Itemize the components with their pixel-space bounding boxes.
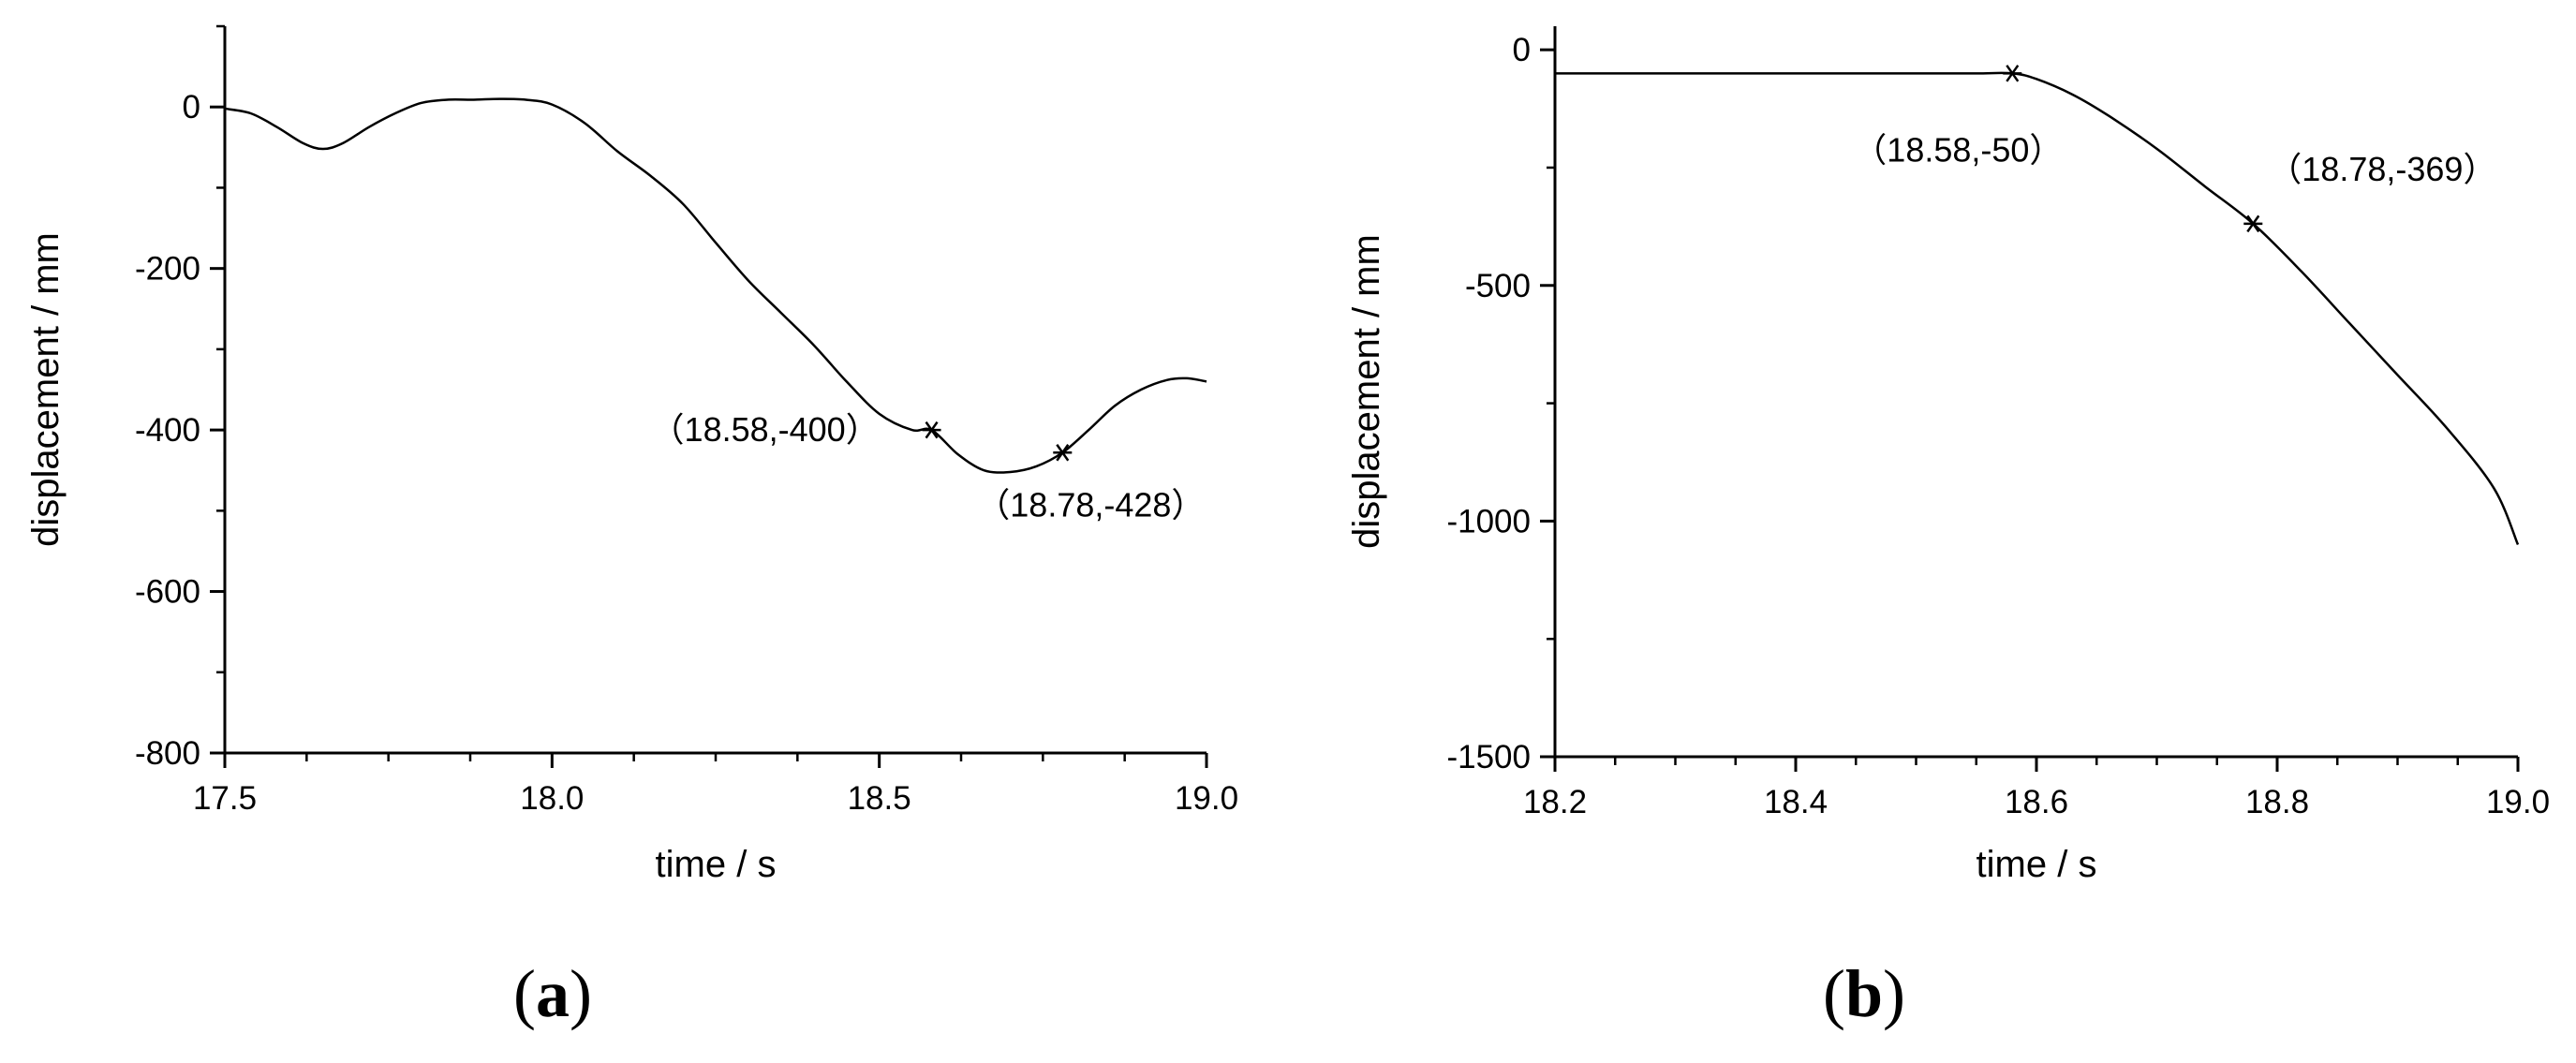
y-tick-label: 0 bbox=[183, 89, 200, 125]
point-annotation: （18.58,-400） bbox=[651, 410, 880, 449]
point-annotation: （18.78,-428） bbox=[976, 485, 1205, 524]
x-tick-label: 18.0 bbox=[520, 780, 584, 817]
x-tick-label: 18.6 bbox=[2005, 784, 2068, 820]
y-tick-label: -800 bbox=[135, 735, 200, 772]
x-tick-label: 18.5 bbox=[848, 780, 911, 817]
y-tick-label: 0 bbox=[1513, 32, 1531, 68]
y-tick-label: -600 bbox=[135, 574, 200, 611]
x-axis-title: time / s bbox=[656, 844, 777, 885]
panel-label-part: b bbox=[1845, 956, 1883, 1031]
data-point-marker bbox=[2003, 65, 2022, 82]
panel-label-part: ) bbox=[570, 956, 592, 1031]
x-tick-label: 18.2 bbox=[1523, 784, 1587, 820]
chart-panel-a: 17.5 18.0 18.5 19.0 0 -200 -400 -600 -800 time / … bbox=[25, 24, 1238, 1031]
point-annotation: （18.58,-50） bbox=[1853, 130, 2063, 169]
y-tick-label: -1500 bbox=[1446, 739, 1531, 775]
x-tick-label: 19.0 bbox=[2486, 784, 2550, 820]
y-axis-title: displacement / mm bbox=[25, 232, 67, 547]
x-tick-label: 18.8 bbox=[2245, 784, 2309, 820]
chart-panel-b: 18.2 18.4 18.6 18.8 19.0 0 -500 -1000 -1500 time … bbox=[1346, 26, 2550, 1031]
series-line bbox=[1555, 71, 2520, 546]
panel-label-part: ) bbox=[1883, 956, 1905, 1031]
x-tick-label: 17.5 bbox=[193, 780, 257, 817]
x-tick-label: 18.4 bbox=[1764, 784, 1828, 820]
marker-stroke bbox=[925, 421, 939, 439]
panel-label: (a) bbox=[513, 956, 592, 1031]
data-point-marker bbox=[922, 421, 941, 439]
y-tick-label: -400 bbox=[135, 412, 200, 449]
marker-stroke bbox=[2246, 214, 2260, 233]
x-axis-title: time / s bbox=[1976, 844, 2097, 885]
panel-label-part: ( bbox=[1823, 956, 1845, 1031]
marker-stroke bbox=[2006, 65, 2020, 82]
panel-label-part: ( bbox=[513, 956, 536, 1031]
y-tick-label: -500 bbox=[1465, 268, 1531, 304]
panel-label: (b) bbox=[1823, 956, 1905, 1031]
panel-label-part: a bbox=[536, 956, 570, 1031]
marker-stroke bbox=[1056, 444, 1070, 462]
y-axis-title: displacement / mm bbox=[1346, 234, 1387, 549]
data-point-marker bbox=[1053, 444, 1073, 462]
x-tick-label: 19.0 bbox=[1175, 780, 1238, 817]
point-annotation: （18.78,-369） bbox=[2268, 150, 2496, 188]
data-point-marker bbox=[2243, 214, 2263, 233]
y-tick-label: -200 bbox=[135, 251, 200, 288]
y-tick-label: -1000 bbox=[1446, 503, 1531, 539]
